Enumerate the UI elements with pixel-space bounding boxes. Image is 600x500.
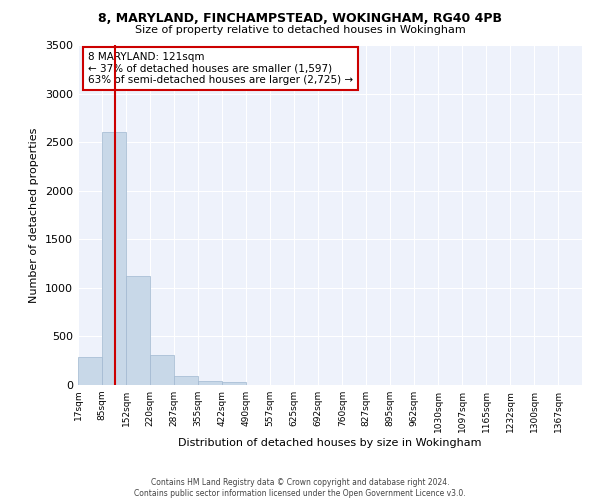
Bar: [150, 356, 174, 385]
Bar: [78, 357, 102, 385]
Text: 8 MARYLAND: 121sqm
← 37% of detached houses are smaller (1,597)
63% of semi-deta: 8 MARYLAND: 121sqm ← 37% of detached hou…: [88, 52, 353, 85]
Bar: [102, 132, 126, 385]
Bar: [126, 276, 150, 385]
Text: Contains HM Land Registry data © Crown copyright and database right 2024.
Contai: Contains HM Land Registry data © Crown c…: [134, 478, 466, 498]
Bar: [198, 380, 222, 385]
Bar: [174, 376, 198, 385]
Text: 8, MARYLAND, FINCHAMPSTEAD, WOKINGHAM, RG40 4PB: 8, MARYLAND, FINCHAMPSTEAD, WOKINGHAM, R…: [98, 12, 502, 26]
Text: Size of property relative to detached houses in Wokingham: Size of property relative to detached ho…: [134, 25, 466, 35]
Y-axis label: Number of detached properties: Number of detached properties: [29, 128, 40, 302]
X-axis label: Distribution of detached houses by size in Wokingham: Distribution of detached houses by size …: [178, 438, 482, 448]
Bar: [222, 382, 246, 385]
